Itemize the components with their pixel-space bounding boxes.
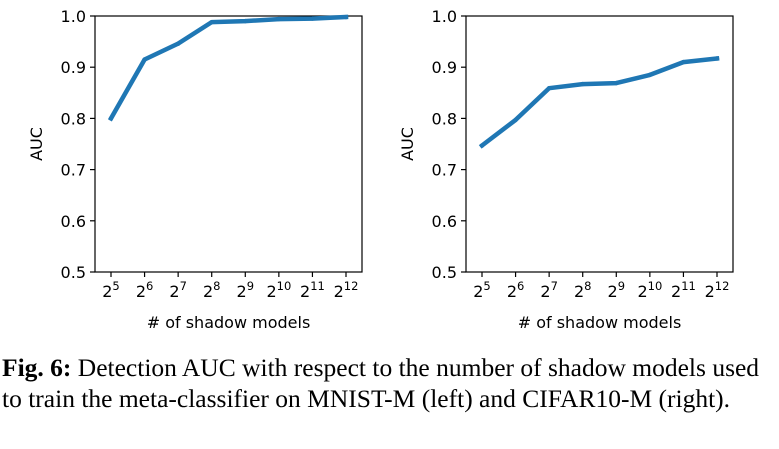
y-tick-label: 0.8 xyxy=(432,109,457,128)
x-axis-label: # of shadow models xyxy=(147,313,311,332)
y-tick-label: 1.0 xyxy=(432,7,457,26)
data-point xyxy=(175,41,181,46)
caption-label: Fig. 6: xyxy=(2,353,72,382)
data-point xyxy=(580,81,585,87)
y-tick-label: 0.9 xyxy=(61,58,86,77)
y-tick-label: 0.6 xyxy=(61,212,86,231)
y-tick-label: 0.7 xyxy=(432,161,457,180)
series-line xyxy=(107,14,349,122)
y-axis-label: AUC xyxy=(27,127,46,161)
x-tick-label: 29 xyxy=(237,279,255,301)
x-tick-label: 210 xyxy=(266,279,291,301)
x-tick-label: 212 xyxy=(705,279,730,301)
data-point xyxy=(714,56,720,61)
axes-frame xyxy=(465,15,734,273)
data-point xyxy=(546,85,552,91)
x-tick-label: 27 xyxy=(540,279,558,301)
chart-right: 0.5 0.6 0.7 0.8 0.9 1.0 25 26 27 28 29 210 211 212 # o… xyxy=(398,7,734,332)
data-point xyxy=(647,72,653,78)
x-axis-label: # of shadow models xyxy=(518,313,682,332)
x-tick-label: 211 xyxy=(300,279,325,301)
caption-text: Detection AUC with respect to the number… xyxy=(2,353,760,413)
data-point xyxy=(343,14,349,20)
x-tick-label: 211 xyxy=(671,279,696,301)
x-tick-label: 25 xyxy=(473,279,491,301)
y-axis-label: AUC xyxy=(398,127,417,161)
data-point xyxy=(310,16,315,21)
data-point xyxy=(142,57,147,62)
data-point xyxy=(108,116,114,121)
y-tick-label: 1.0 xyxy=(61,7,86,26)
series-line xyxy=(478,56,720,149)
data-point xyxy=(614,80,619,86)
axes-frame xyxy=(94,15,363,273)
figure-caption: Fig. 6: Detection AUC with respect to th… xyxy=(2,352,777,414)
x-tick-label: 28 xyxy=(203,279,221,301)
x-tick-label: 210 xyxy=(637,279,662,301)
figure: 0.5 0.6 0.7 0.8 0.9 1.0 25 26 27 28 29 210 211 212 # o… xyxy=(27,7,734,332)
y-tick-label: 0.5 xyxy=(432,263,457,282)
x-tick-label: 27 xyxy=(169,279,187,301)
y-tick-label: 0.9 xyxy=(432,58,457,77)
x-tick-label: 26 xyxy=(136,279,154,301)
data-point xyxy=(276,16,282,22)
x-tick-label: 25 xyxy=(102,279,120,301)
data-point xyxy=(681,59,686,65)
data-point xyxy=(243,18,248,24)
data-point xyxy=(513,117,518,123)
y-tick-label: 0.5 xyxy=(61,263,86,282)
x-tick-label: 28 xyxy=(574,279,592,301)
chart-left: 0.5 0.6 0.7 0.8 0.9 1.0 25 26 27 28 29 210 211 212 # o… xyxy=(27,7,363,332)
data-point xyxy=(209,19,214,25)
x-tick-label: 212 xyxy=(334,279,359,301)
x-tick-label: 29 xyxy=(608,279,626,301)
data-point xyxy=(479,143,485,148)
y-tick-label: 0.7 xyxy=(61,161,86,180)
y-tick-label: 0.6 xyxy=(432,212,457,231)
x-tick-label: 26 xyxy=(507,279,525,301)
y-tick-label: 0.8 xyxy=(61,109,86,128)
